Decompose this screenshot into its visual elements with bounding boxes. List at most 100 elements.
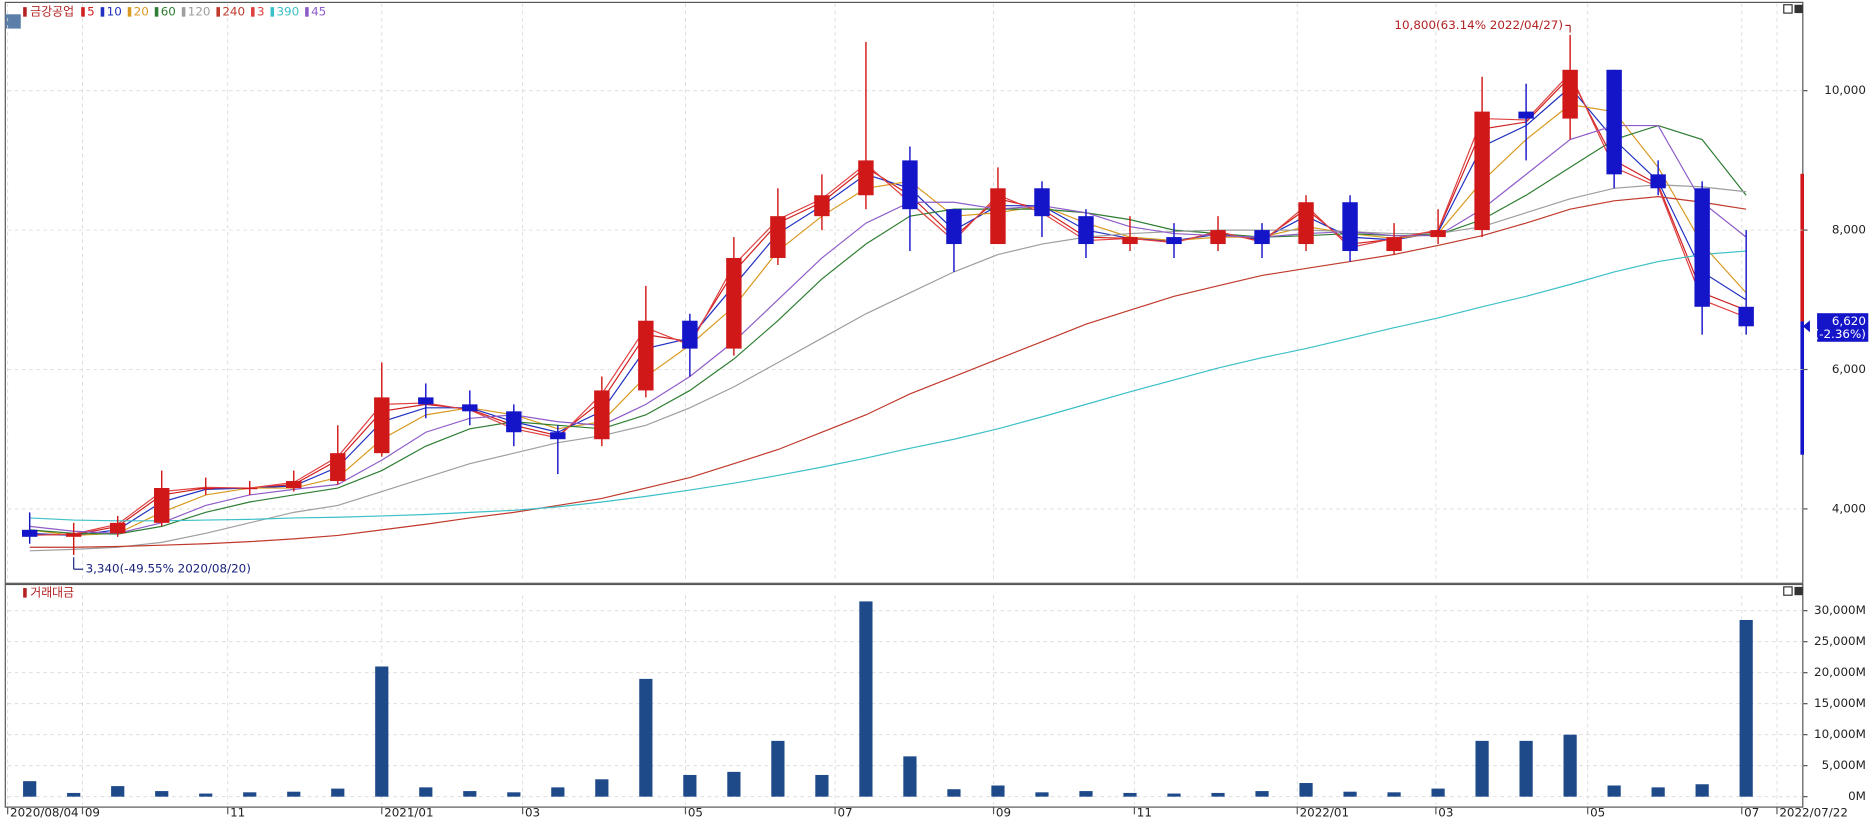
legend-label: 3 bbox=[257, 4, 265, 18]
candle-body bbox=[65, 533, 82, 537]
legend-swatch bbox=[100, 7, 105, 17]
volume-bar bbox=[1343, 791, 1357, 797]
candle-body bbox=[1694, 188, 1710, 307]
panel-button[interactable] bbox=[1794, 4, 1803, 14]
candle-body bbox=[1518, 111, 1534, 119]
candle-body bbox=[858, 160, 874, 196]
candle-body bbox=[1562, 69, 1578, 119]
y-tick-label: 0M bbox=[1848, 789, 1866, 803]
candle-body bbox=[242, 488, 258, 490]
x-tick-label: 09 bbox=[996, 806, 1011, 819]
legend-swatch bbox=[154, 7, 159, 17]
volume-bar bbox=[1607, 785, 1621, 797]
candle-body bbox=[21, 529, 38, 537]
ma-line bbox=[29, 124, 1747, 534]
y-tick-label: 30,000M bbox=[1814, 603, 1866, 617]
x-tick-label: 11 bbox=[230, 806, 245, 819]
title-marker bbox=[23, 7, 27, 17]
volume-bar bbox=[463, 791, 477, 797]
x-tick-label: 07 bbox=[837, 806, 852, 819]
y-tick-label: 25,000M bbox=[1814, 634, 1866, 648]
candle-body bbox=[946, 209, 962, 245]
y-tick-label: 6,000 bbox=[1832, 362, 1866, 376]
candle-body bbox=[1078, 216, 1094, 245]
candle-body bbox=[1650, 174, 1666, 189]
volume-bar bbox=[639, 678, 653, 797]
x-tick-label: 03 bbox=[525, 806, 540, 819]
volume-bar bbox=[23, 781, 37, 797]
candle-body bbox=[110, 522, 126, 534]
ma-line bbox=[29, 86, 1747, 537]
volume-bar bbox=[1387, 792, 1401, 797]
panel-title: 거래대금 bbox=[30, 585, 74, 599]
volume-bar bbox=[947, 789, 961, 797]
y-tick-label: 20,000M bbox=[1814, 665, 1866, 679]
x-tick-label: 09 bbox=[85, 806, 100, 819]
candle-body bbox=[1474, 111, 1490, 231]
legend-label: 10 bbox=[107, 4, 122, 18]
candle-body bbox=[1034, 188, 1050, 217]
candle-body bbox=[330, 453, 346, 482]
volume-bar bbox=[1167, 793, 1181, 797]
volume-bar bbox=[1123, 792, 1137, 797]
x-tick-label: 2021/01 bbox=[384, 806, 433, 819]
candle-body bbox=[1738, 306, 1754, 327]
panel-button[interactable] bbox=[1783, 586, 1793, 596]
legend-label: 390 bbox=[276, 4, 299, 18]
volume-bar bbox=[771, 740, 785, 797]
candle-body bbox=[814, 195, 830, 217]
y-tick-label: 15,000M bbox=[1814, 696, 1866, 710]
legend-swatch bbox=[305, 7, 309, 17]
panel-button[interactable] bbox=[1783, 4, 1793, 14]
candle-body bbox=[902, 160, 918, 210]
candle-body bbox=[506, 411, 522, 433]
x-tick-label: 2020/08/04 bbox=[10, 806, 79, 819]
candle-body bbox=[462, 404, 478, 412]
candle-body bbox=[1430, 230, 1446, 238]
x-tick-label: 11 bbox=[1137, 806, 1152, 819]
volume-bar bbox=[1695, 784, 1709, 797]
candle-body bbox=[1210, 230, 1226, 245]
volume-bar bbox=[1035, 792, 1049, 797]
volume-bar bbox=[507, 792, 521, 797]
candle-body bbox=[154, 488, 170, 523]
volume-bar bbox=[859, 601, 873, 797]
legend-swatch bbox=[181, 7, 186, 17]
y-tick-label: 10,000 bbox=[1824, 83, 1866, 97]
volume-bar bbox=[1299, 783, 1313, 797]
volume-bar bbox=[419, 787, 433, 797]
x-tick-label: 05 bbox=[1590, 806, 1605, 819]
legend-swatch bbox=[216, 7, 220, 17]
volume-bar bbox=[1431, 788, 1445, 797]
ma-line bbox=[29, 72, 1747, 537]
y-tick-label: 10,000M bbox=[1814, 727, 1866, 741]
toggle-button[interactable] bbox=[5, 14, 21, 29]
volume-bar bbox=[287, 791, 301, 797]
volume-bar bbox=[243, 792, 257, 797]
last-price-box bbox=[1817, 313, 1869, 342]
legend-label: 45 bbox=[311, 4, 326, 18]
y-tick-label: 5,000M bbox=[1822, 758, 1866, 772]
legend-swatch bbox=[270, 7, 275, 17]
candle-body bbox=[770, 216, 786, 258]
panel-title: 금강공업 bbox=[30, 4, 74, 18]
candle-body bbox=[1166, 237, 1182, 245]
title-marker bbox=[23, 588, 27, 598]
ma-line bbox=[29, 196, 1747, 548]
volume-bar bbox=[375, 666, 389, 797]
ma-line bbox=[29, 124, 1747, 535]
candle-body bbox=[1606, 69, 1622, 175]
candle-body bbox=[726, 257, 742, 349]
volume-bar bbox=[1475, 740, 1489, 797]
volume-bar bbox=[991, 785, 1005, 797]
volume-bar bbox=[199, 793, 213, 797]
legend-label: 5 bbox=[87, 4, 95, 18]
volume-bar bbox=[1079, 791, 1093, 797]
y-tick-label: 4,000 bbox=[1832, 501, 1866, 515]
annotation-label: 3,340(-49.55% 2020/08/20) bbox=[86, 562, 251, 576]
x-tick-label: 07 bbox=[1744, 806, 1759, 819]
legend-label: 60 bbox=[161, 4, 176, 18]
panel-button[interactable] bbox=[1794, 586, 1803, 596]
